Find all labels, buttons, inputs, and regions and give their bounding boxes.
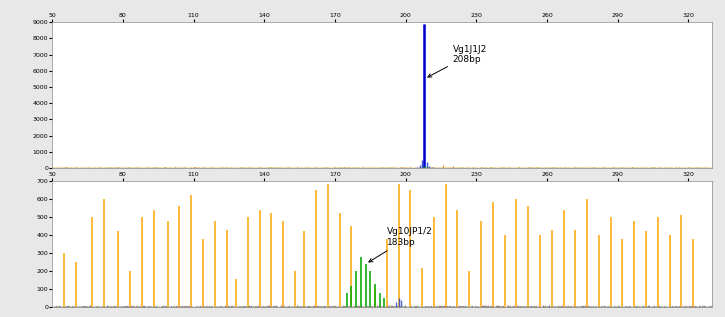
Text: Vg10JP1/2
183bp: Vg10JP1/2 183bp: [369, 227, 433, 262]
Text: Vg1J1J2
208bp: Vg1J1J2 208bp: [428, 45, 487, 77]
